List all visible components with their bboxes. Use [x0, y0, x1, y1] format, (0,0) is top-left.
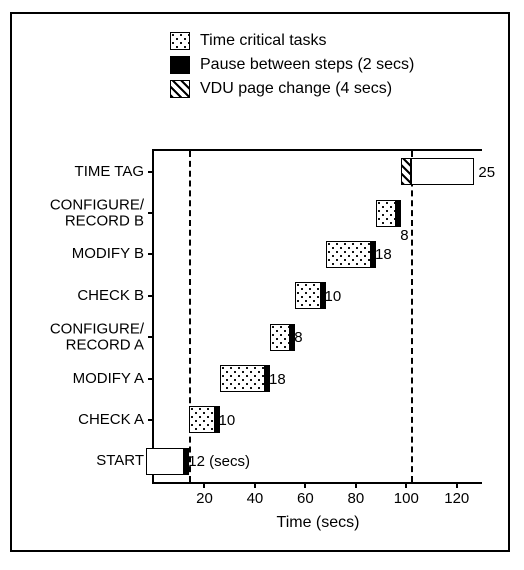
legend-label: Time critical tasks	[200, 32, 327, 50]
dots-swatch	[170, 32, 190, 50]
segment-value-label: 12 (secs)	[188, 453, 250, 470]
x-tick	[254, 482, 256, 488]
x-tick-label: 20	[196, 490, 213, 507]
y-category-label: CHECK B	[24, 288, 144, 304]
segment-bar	[290, 324, 295, 351]
y-category-label: START	[24, 453, 144, 469]
legend-item: Time critical tasks	[170, 32, 414, 50]
x-tick	[456, 482, 458, 488]
y-category-label: MODIFY A	[24, 371, 144, 387]
dashed-vline	[411, 151, 413, 482]
legend-label: Pause between steps (2 secs)	[200, 56, 414, 74]
x-tick-label: 80	[348, 490, 365, 507]
y-tick	[148, 378, 154, 380]
y-tick	[148, 212, 154, 214]
plot-frame: STARTCHECK AMODIFY ACONFIGURE/ RECORD AC…	[152, 149, 482, 484]
segment-bar	[189, 406, 214, 433]
segment-value-label: 8	[294, 329, 302, 346]
segment-bar	[411, 158, 474, 185]
x-tick	[405, 482, 407, 488]
segment-bar	[376, 200, 396, 227]
segment-bar	[371, 241, 376, 268]
segment-bar	[396, 200, 401, 227]
segment-bar	[321, 282, 326, 309]
legend-item: Pause between steps (2 secs)	[170, 56, 414, 74]
x-tick-label: 100	[394, 490, 419, 507]
segment-value-label: 8	[400, 227, 408, 244]
segment-bar	[326, 241, 371, 268]
x-tick-label: 40	[247, 490, 264, 507]
segment-value-label: 10	[219, 412, 236, 429]
segment-value-label: 18	[375, 246, 392, 263]
legend: Time critical tasks Pause between steps (…	[170, 32, 414, 104]
segment-value-label: 18	[269, 371, 286, 388]
segment-value-label: 25	[478, 164, 495, 181]
x-tick	[203, 482, 205, 488]
y-category-label: CONFIGURE/ RECORD A	[24, 321, 144, 353]
x-tick	[304, 482, 306, 488]
segment-bar	[215, 406, 220, 433]
y-tick	[148, 171, 154, 173]
y-category-label: CHECK A	[24, 412, 144, 428]
segment-value-label: 10	[325, 288, 342, 305]
outer-frame: Time critical tasks Pause between steps (…	[10, 12, 510, 552]
segment-bar	[401, 158, 411, 185]
legend-label: VDU page change (4 secs)	[200, 80, 392, 98]
segment-bar	[146, 448, 184, 475]
y-category-label: CONFIGURE/ RECORD B	[24, 197, 144, 229]
segment-bar	[265, 365, 270, 392]
y-tick	[148, 419, 154, 421]
segment-bar	[295, 282, 320, 309]
x-axis-title: Time (secs)	[277, 514, 360, 532]
x-tick-label: 60	[297, 490, 314, 507]
segment-bar	[220, 365, 265, 392]
hatch-swatch	[170, 80, 190, 98]
y-category-label: TIME TAG	[24, 164, 144, 180]
plot-area: STARTCHECK AMODIFY ACONFIGURE/ RECORD AC…	[154, 151, 482, 482]
legend-item: VDU page change (4 secs)	[170, 80, 414, 98]
x-tick-label: 120	[444, 490, 469, 507]
x-tick	[355, 482, 357, 488]
y-category-label: MODIFY B	[24, 247, 144, 263]
y-tick	[148, 253, 154, 255]
solid-swatch	[170, 56, 190, 74]
y-tick	[148, 295, 154, 297]
y-tick	[148, 336, 154, 338]
segment-bar	[184, 448, 189, 475]
segment-bar	[270, 324, 290, 351]
